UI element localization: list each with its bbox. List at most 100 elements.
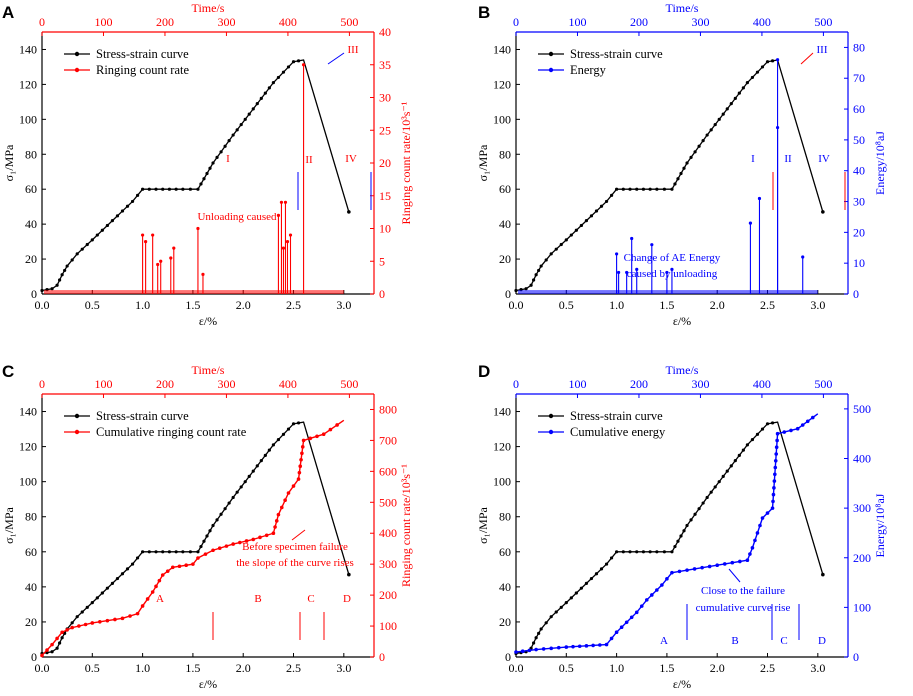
stress-strain-point: [745, 81, 749, 85]
x-tick-label: 2.5: [760, 661, 775, 675]
annotation: cumulative curve rise: [696, 602, 791, 614]
stress-strain-point: [215, 518, 219, 522]
x-tick-label: 0.5: [85, 298, 100, 312]
cumulative-point: [750, 546, 755, 550]
cumulative-point: [644, 598, 649, 602]
panel-label: D: [478, 362, 490, 381]
stress-strain-point: [181, 187, 185, 191]
y-tick-label: 100: [493, 475, 511, 489]
annotation: II: [784, 153, 792, 165]
stress-strain-line: [41, 59, 350, 292]
stress-strain-point: [75, 252, 79, 256]
y-axis-label: σ₁/MPa: [476, 506, 490, 543]
stress-strain-point: [251, 469, 255, 473]
stress-strain-point: [205, 534, 209, 538]
cumulative-point: [160, 573, 165, 577]
stress-strain-point: [673, 182, 677, 186]
x-tick-label: 1.5: [659, 661, 674, 675]
cumulative-line: [515, 413, 819, 653]
cumulative-point: [274, 519, 279, 523]
x-tick-label: 3.0: [336, 298, 351, 312]
stress-strain-point: [760, 65, 765, 69]
stress-strain-point: [709, 128, 713, 132]
stress-strain-point: [208, 166, 212, 170]
stress-strain-point: [697, 507, 701, 511]
stress-strain-point: [524, 287, 528, 291]
legend-marker-stress: [74, 51, 80, 57]
legend-marker-stress: [548, 413, 554, 419]
cumulative-point: [584, 644, 589, 648]
stress-strain-point: [247, 474, 251, 479]
cumulative-point: [722, 562, 727, 566]
ae-baseline: [518, 290, 818, 294]
annotation: B: [731, 635, 738, 647]
y2-tick-label: 35: [379, 58, 391, 72]
annotation: D: [343, 593, 351, 605]
stress-strain-line: [41, 421, 350, 655]
cumulative-point: [810, 415, 815, 420]
ae-spike-point: [285, 240, 290, 244]
stress-strain-point: [514, 288, 518, 293]
stress-strain-point: [188, 187, 192, 191]
stress-strain-point: [721, 112, 725, 116]
stress-strain-point: [85, 605, 89, 609]
stress-strain-point: [662, 187, 666, 191]
y2-tick-label: 400: [379, 526, 397, 540]
stress-strain-point: [705, 495, 709, 500]
stress-strain-point: [202, 177, 206, 181]
stress-strain-point: [135, 556, 140, 560]
stress-strain-point: [721, 474, 725, 479]
annotation: I: [751, 153, 755, 165]
cumulative-point: [300, 445, 305, 449]
stress-strain-point: [196, 550, 200, 554]
cumulative-point: [90, 621, 95, 625]
y2-tick-label: 30: [379, 91, 391, 105]
cumulative-point: [655, 588, 659, 592]
cumulative-point: [685, 568, 689, 572]
cumulative-point: [660, 583, 664, 587]
ae-spike-point: [159, 259, 163, 263]
stress-strain-point: [239, 485, 243, 489]
cumulative-point: [795, 426, 800, 431]
cumulative-point: [753, 538, 757, 543]
stress-strain-point: [725, 469, 729, 473]
stress-strain-point: [717, 480, 721, 484]
annotation: III: [348, 44, 359, 56]
cumulative-point: [238, 540, 242, 545]
x2-tick-label: 300: [217, 15, 235, 29]
stress-strain-point: [604, 199, 609, 204]
cumulative-point: [604, 642, 609, 647]
stress-strain-point: [231, 495, 235, 500]
stress-strain-point: [729, 102, 733, 106]
stress-strain-point: [655, 187, 659, 191]
x-tick-label: 0.5: [559, 298, 574, 312]
stress-strain-point: [713, 122, 717, 127]
legend-label: Cumulative energy: [570, 425, 666, 439]
stress-strain-point: [227, 501, 231, 505]
y-tick-label: 20: [25, 252, 37, 266]
cumulative-point: [211, 548, 215, 553]
cumulative-point: [773, 458, 778, 463]
stress-strain-point: [750, 75, 755, 80]
stress-strain-point: [235, 490, 239, 494]
cumulative-point: [624, 620, 629, 625]
time-axis-label: Time/s: [192, 1, 225, 15]
y2-tick-label: 30: [853, 195, 865, 209]
annotation: IV: [345, 153, 357, 165]
cumulative-point: [140, 604, 145, 608]
y-tick-label: 120: [493, 440, 511, 454]
stress-strain-point: [635, 187, 639, 191]
y2-tick-label: 0: [379, 650, 385, 664]
stress-strain-point: [267, 448, 271, 452]
stress-strain-point: [615, 187, 619, 191]
stress-strain-point: [705, 133, 709, 137]
cumulative-point: [800, 423, 805, 427]
stress-strain-point: [110, 581, 115, 585]
cumulative-point: [271, 531, 276, 536]
cumulative-point: [40, 653, 44, 658]
stress-strain-point: [227, 139, 231, 143]
cumulative-point: [286, 491, 291, 495]
cumulative-point: [83, 622, 88, 627]
cumulative-point: [276, 512, 281, 517]
stress-strain-point: [539, 264, 543, 268]
